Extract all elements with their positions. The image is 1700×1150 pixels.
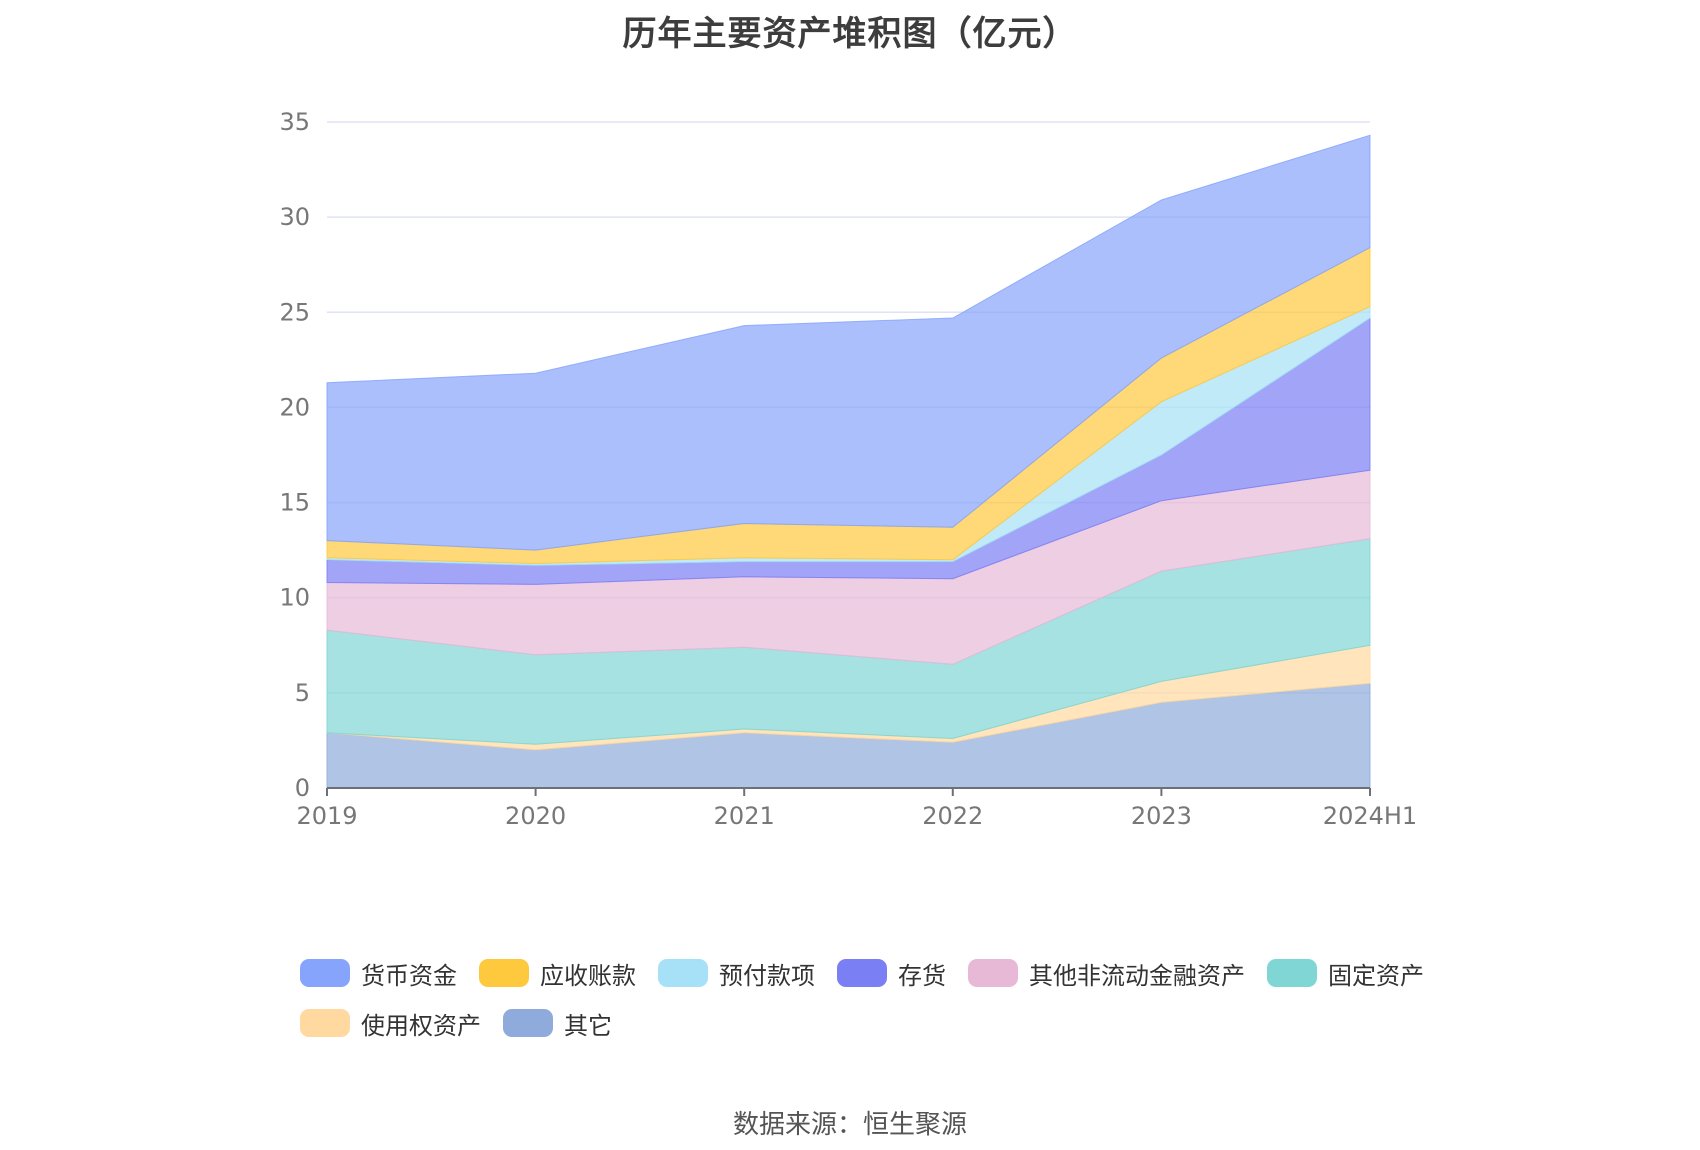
legend-swatch xyxy=(837,959,887,987)
legend-item[interactable]: 应收账款 xyxy=(479,955,636,991)
y-tick-label: 25 xyxy=(279,298,310,326)
legend-swatch xyxy=(479,959,529,987)
y-tick-label: 20 xyxy=(279,393,310,421)
x-tick-label: 2023 xyxy=(1131,802,1192,830)
legend-label: 预付款项 xyxy=(719,961,815,990)
legend-label: 其它 xyxy=(564,1011,612,1040)
data-source-note: 数据来源：恒生聚源 xyxy=(732,1110,967,1140)
legend-item[interactable]: 货币资金 xyxy=(300,955,457,991)
legend-label: 固定资产 xyxy=(1328,961,1424,990)
y-tick-label: 0 xyxy=(295,774,310,802)
chart-title: 历年主要资产堆积图（亿元） xyxy=(622,14,1078,54)
legend: 货币资金 应收账款 预付款项 存货 其他非流动金融资产 固定资产 使用权资产 其… xyxy=(300,955,1450,1041)
legend-swatch xyxy=(968,959,1018,987)
x-tick-label: 2019 xyxy=(296,802,357,830)
legend-label: 应收账款 xyxy=(540,961,636,990)
legend-label: 货币资金 xyxy=(361,961,457,990)
x-tick-label: 2021 xyxy=(714,802,775,830)
legend-swatch xyxy=(300,1009,350,1037)
legend-item[interactable]: 其它 xyxy=(503,1005,612,1041)
legend-swatch xyxy=(503,1009,553,1037)
y-tick-label: 10 xyxy=(279,584,310,612)
y-tick-label: 35 xyxy=(279,108,310,136)
legend-item[interactable]: 固定资产 xyxy=(1267,955,1424,991)
area-货币资金 xyxy=(326,134,1371,551)
x-tick-label: 2020 xyxy=(505,802,566,830)
legend-swatch xyxy=(300,959,350,987)
axes: 0 5 10 15 20 25 30 35 2019 2020 2021 2022 2023 2024H1 xyxy=(279,108,1417,830)
legend-item[interactable]: 存货 xyxy=(837,955,946,991)
legend-item[interactable]: 使用权资产 xyxy=(300,1005,481,1041)
x-tick-label: 2024H1 xyxy=(1323,802,1417,830)
legend-label: 存货 xyxy=(898,961,946,990)
legend-label: 其他非流动金融资产 xyxy=(1029,961,1245,990)
legend-item[interactable]: 其他非流动金融资产 xyxy=(968,955,1245,991)
y-tick-label: 15 xyxy=(279,489,310,517)
y-tick-label: 30 xyxy=(279,203,310,231)
y-tick-label: 5 xyxy=(295,679,310,707)
legend-item[interactable]: 预付款项 xyxy=(658,955,815,991)
legend-swatch xyxy=(658,959,708,987)
stacked-area-chart: 0 5 10 15 20 25 30 35 2019 2020 2021 2022 2023 2024H1 xyxy=(279,108,1417,830)
legend-swatch xyxy=(1267,959,1317,987)
legend-label: 使用权资产 xyxy=(361,1011,481,1040)
area-series xyxy=(326,134,1371,789)
x-tick-label: 2022 xyxy=(922,802,983,830)
